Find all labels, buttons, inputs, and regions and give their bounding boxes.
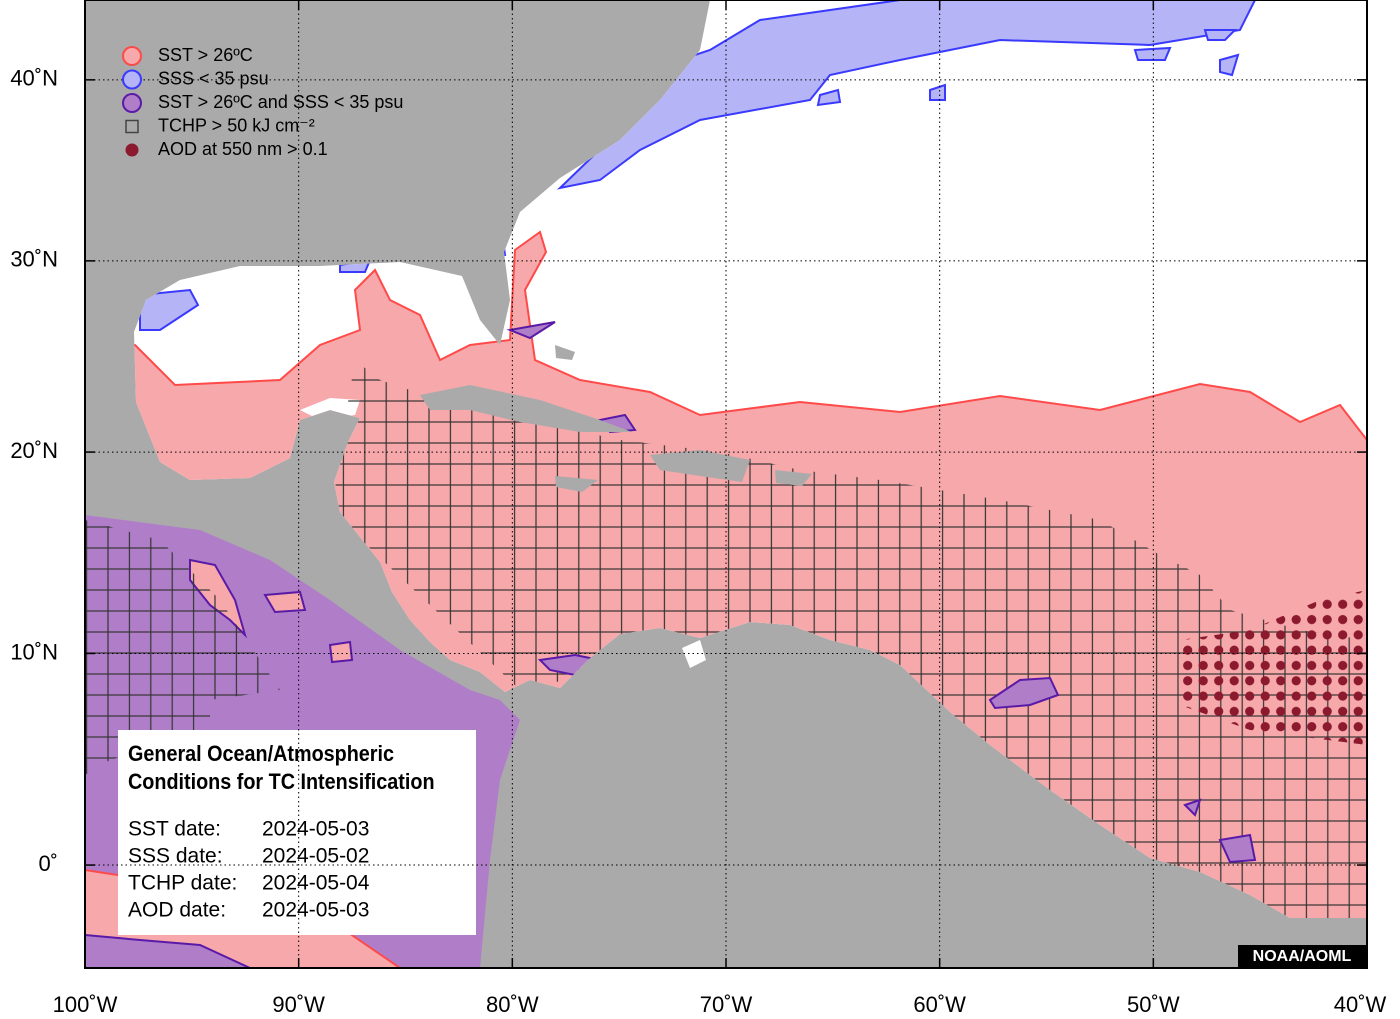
date-label: SSS date:	[128, 845, 223, 868]
legend-icon	[122, 93, 142, 113]
legend-label: TCHP > 50 kJ cm⁻²	[158, 115, 315, 135]
sst-sss-region	[506, 321, 1257, 864]
pacific-sst-sss-region	[85, 933, 251, 968]
tchp-region	[335, 360, 1367, 918]
legend-label: SST > 26ºC and SSS < 35 psu	[158, 92, 403, 112]
y-tick-label: 30˚N	[10, 247, 58, 272]
x-tick-label: 60˚W	[913, 992, 966, 1017]
legend-label: SST > 26ºC	[158, 45, 253, 65]
credit-box	[1238, 945, 1367, 968]
y-tick-label: 0˚	[38, 851, 58, 876]
y-tick-label: 10˚N	[10, 639, 58, 664]
date-label: TCHP date:	[128, 872, 237, 895]
y-tick-label: 20˚N	[10, 438, 58, 463]
info-dates: SST date: 2024-05-03 SSS date: 2024-05-02 TC…	[128, 818, 370, 922]
x-tick-label: 80˚W	[486, 992, 539, 1017]
legend-icon	[125, 119, 139, 134]
info-title: Conditions for TC Intensification	[128, 770, 435, 794]
info-box	[118, 730, 476, 935]
date-value: 2024-05-03	[262, 818, 369, 841]
x-tick-label: 40˚W	[1334, 992, 1387, 1017]
date-value: 2024-05-03	[262, 899, 369, 922]
legend: SST > 26ºC SSS < 35 psu SST > 26ºC and SSS…	[122, 45, 403, 159]
sss-patch	[816, 29, 1240, 107]
lake	[682, 640, 706, 668]
sss-region	[139, 0, 1257, 331]
x-tick-label: 70˚W	[700, 992, 753, 1017]
date-value: 2024-05-02	[262, 845, 369, 868]
legend-icon	[122, 69, 142, 90]
x-tick-label: 90˚W	[272, 992, 325, 1017]
aod-region	[1180, 590, 1367, 745]
island	[420, 345, 812, 492]
x-tick-label: 50˚W	[1127, 992, 1180, 1017]
date-value: 2024-05-04	[262, 872, 370, 895]
date-label: SST date:	[128, 818, 221, 841]
legend-icon	[125, 143, 139, 157]
credit: NOAA/AOML	[1253, 948, 1352, 965]
x-tick-label: 100˚W	[53, 992, 118, 1017]
date-label: AOD date:	[128, 899, 226, 922]
y-tick-label: 40˚N	[10, 66, 58, 91]
tchp-region	[85, 520, 280, 775]
info-title: General Ocean/Atmospheric	[128, 742, 394, 766]
legend-icon	[122, 46, 142, 66]
legend-label: SSS < 35 psu	[158, 68, 269, 88]
legend-label: AOD at 550 nm > 0.1	[158, 139, 328, 159]
